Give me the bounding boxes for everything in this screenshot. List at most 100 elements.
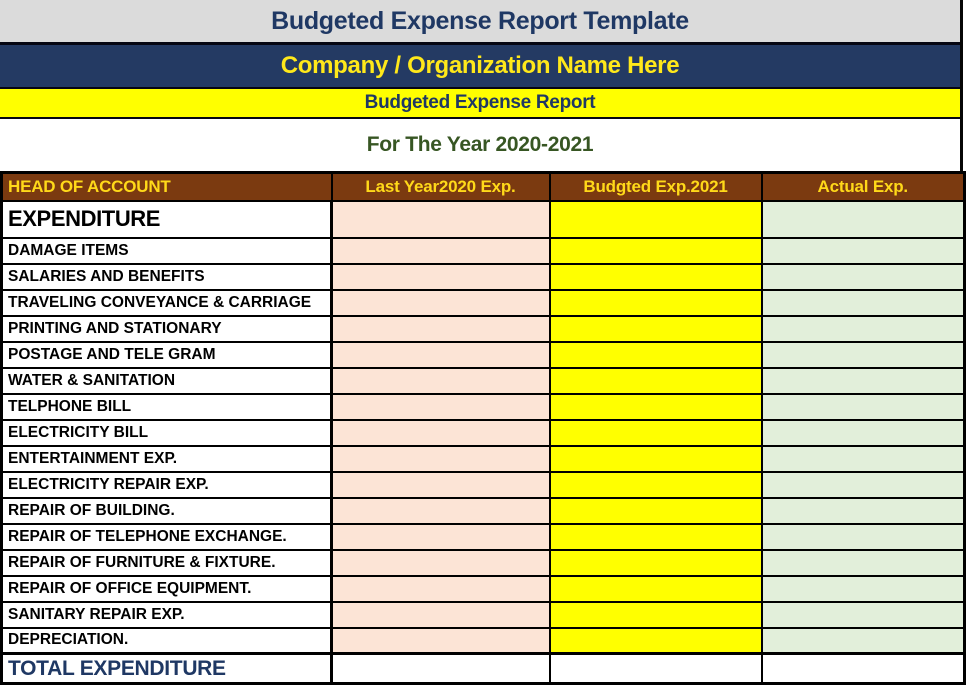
expense-item-row: TRAVELING CONVEYANCE & CARRIAGE (0, 288, 966, 317)
budgeted-exp-cell[interactable] (548, 470, 763, 499)
last-year-exp-cell[interactable] (330, 418, 551, 447)
expense-item-label: DEPRECIATION. (0, 626, 333, 655)
last-year-exp-cell[interactable] (330, 340, 551, 369)
budgeted-exp-cell[interactable] (548, 522, 763, 551)
budgeted-exp-cell[interactable] (548, 600, 763, 629)
expense-item-row: ELECTRICITY BILL (0, 418, 966, 447)
expense-item-row: POSTAGE AND TELE GRAM (0, 340, 966, 369)
actual-exp-cell[interactable] (760, 340, 966, 369)
expense-item-row: SANITARY REPAIR EXP. (0, 600, 966, 629)
budgeted-exp-cell[interactable] (548, 444, 763, 473)
budgeted-exp-cell[interactable] (548, 262, 763, 291)
total-last-year-exp-cell[interactable] (330, 652, 551, 685)
budgeted-exp-cell[interactable] (548, 574, 763, 603)
actual-exp-cell[interactable] (760, 418, 966, 447)
expense-item-row: DEPRECIATION. (0, 626, 966, 655)
expense-item-label: REPAIR OF TELEPHONE EXCHANGE. (0, 522, 333, 551)
budgeted-exp-cell[interactable] (548, 418, 763, 447)
total-actual-exp-cell[interactable] (760, 652, 966, 685)
expense-item-label: ELECTRICITY REPAIR EXP. (0, 470, 333, 499)
last-year-exp-cell[interactable] (330, 470, 551, 499)
column-header-actual-exp: Actual Exp. (760, 171, 966, 202)
last-year-exp-cell[interactable] (330, 199, 551, 239)
budgeted-exp-cell[interactable] (548, 236, 763, 265)
total-expenditure-row: TOTAL EXPENDITURE (0, 652, 966, 685)
expense-item-label: SANITARY REPAIR EXP. (0, 600, 333, 629)
column-header-head-of-account: HEAD OF ACCOUNT (0, 171, 333, 202)
report-subtitle: Budgeted Expense Report (0, 89, 960, 119)
section-label: EXPENDITURE (0, 199, 333, 239)
expense-item-label: ELECTRICITY BILL (0, 418, 333, 447)
page-title: Budgeted Expense Report Template (0, 0, 960, 45)
actual-exp-cell[interactable] (760, 236, 966, 265)
actual-exp-cell[interactable] (760, 626, 966, 655)
last-year-exp-cell[interactable] (330, 574, 551, 603)
last-year-exp-cell[interactable] (330, 262, 551, 291)
budgeted-exp-cell[interactable] (548, 366, 763, 395)
actual-exp-cell[interactable] (760, 199, 966, 239)
expense-item-row: REPAIR OF TELEPHONE EXCHANGE. (0, 522, 966, 551)
budgeted-exp-cell[interactable] (548, 288, 763, 317)
company-name-header: Company / Organization Name Here (0, 45, 960, 89)
expense-item-label: POSTAGE AND TELE GRAM (0, 340, 333, 369)
expense-item-row: REPAIR OF OFFICE EQUIPMENT. (0, 574, 966, 603)
last-year-exp-cell[interactable] (330, 522, 551, 551)
actual-exp-cell[interactable] (760, 522, 966, 551)
expense-item-row: ENTERTAINMENT EXP. (0, 444, 966, 473)
actual-exp-cell[interactable] (760, 366, 966, 395)
actual-exp-cell[interactable] (760, 444, 966, 473)
expense-item-label: SALARIES AND BENEFITS (0, 262, 333, 291)
expense-item-label: TRAVELING CONVEYANCE & CARRIAGE (0, 288, 333, 317)
actual-exp-cell[interactable] (760, 262, 966, 291)
actual-exp-cell[interactable] (760, 470, 966, 499)
last-year-exp-cell[interactable] (330, 288, 551, 317)
expense-item-row: TELPHONE BILL (0, 392, 966, 421)
expense-item-row: DAMAGE ITEMS (0, 236, 966, 265)
expense-item-label: ENTERTAINMENT EXP. (0, 444, 333, 473)
report-period: For The Year 2020-2021 (0, 119, 960, 171)
last-year-exp-cell[interactable] (330, 496, 551, 525)
last-year-exp-cell[interactable] (330, 236, 551, 265)
expense-item-label: WATER & SANITATION (0, 366, 333, 395)
budgeted-exp-cell[interactable] (548, 548, 763, 577)
expense-item-label: DAMAGE ITEMS (0, 236, 333, 265)
column-header-last-year-exp: Last Year2020 Exp. (330, 171, 551, 202)
expense-item-row: REPAIR OF BUILDING. (0, 496, 966, 525)
budgeted-exp-cell[interactable] (548, 314, 763, 343)
expense-item-row: REPAIR OF FURNITURE & FIXTURE. (0, 548, 966, 577)
total-budgeted-exp-cell[interactable] (548, 652, 763, 685)
section-row-expenditure: EXPENDITURE (0, 199, 966, 239)
expense-item-label: PRINTING AND STATIONARY (0, 314, 333, 343)
last-year-exp-cell[interactable] (330, 392, 551, 421)
expense-item-row: SALARIES AND BENEFITS (0, 262, 966, 291)
expense-item-label: REPAIR OF FURNITURE & FIXTURE. (0, 548, 333, 577)
last-year-exp-cell[interactable] (330, 444, 551, 473)
actual-exp-cell[interactable] (760, 548, 966, 577)
last-year-exp-cell[interactable] (330, 600, 551, 629)
actual-exp-cell[interactable] (760, 392, 966, 421)
last-year-exp-cell[interactable] (330, 626, 551, 655)
actual-exp-cell[interactable] (760, 314, 966, 343)
total-label: TOTAL EXPENDITURE (0, 652, 333, 685)
expense-table: HEAD OF ACCOUNT Last Year2020 Exp. Budgt… (0, 171, 966, 685)
expense-item-label: REPAIR OF BUILDING. (0, 496, 333, 525)
actual-exp-cell[interactable] (760, 496, 966, 525)
actual-exp-cell[interactable] (760, 600, 966, 629)
budgeted-exp-cell[interactable] (548, 392, 763, 421)
budgeted-exp-cell[interactable] (548, 340, 763, 369)
last-year-exp-cell[interactable] (330, 314, 551, 343)
expense-item-row: ELECTRICITY REPAIR EXP. (0, 470, 966, 499)
budgeted-exp-cell[interactable] (548, 626, 763, 655)
last-year-exp-cell[interactable] (330, 548, 551, 577)
actual-exp-cell[interactable] (760, 288, 966, 317)
last-year-exp-cell[interactable] (330, 366, 551, 395)
expense-item-label: REPAIR OF OFFICE EQUIPMENT. (0, 574, 333, 603)
budgeted-exp-cell[interactable] (548, 199, 763, 239)
table-header-row: HEAD OF ACCOUNT Last Year2020 Exp. Budgt… (0, 171, 966, 202)
budgeted-exp-cell[interactable] (548, 496, 763, 525)
expense-item-row: WATER & SANITATION (0, 366, 966, 395)
actual-exp-cell[interactable] (760, 574, 966, 603)
expense-item-label: TELPHONE BILL (0, 392, 333, 421)
expense-item-row: PRINTING AND STATIONARY (0, 314, 966, 343)
